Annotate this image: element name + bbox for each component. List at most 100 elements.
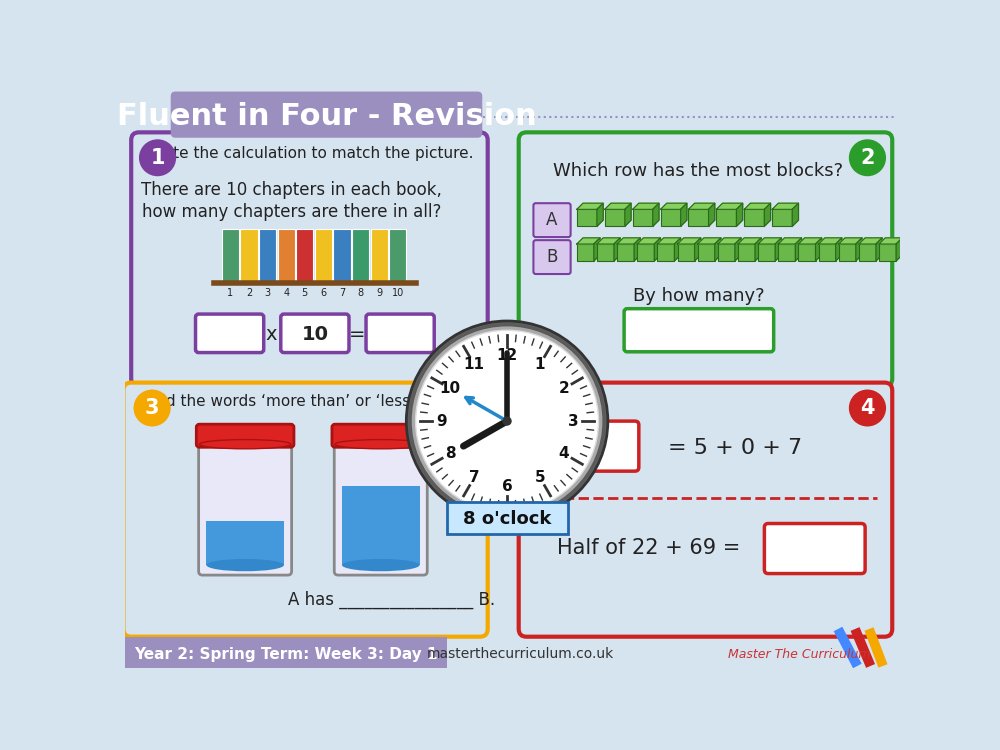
Text: 2: 2 bbox=[559, 381, 569, 396]
Polygon shape bbox=[678, 238, 701, 244]
FancyBboxPatch shape bbox=[879, 244, 896, 261]
Polygon shape bbox=[597, 203, 603, 226]
FancyBboxPatch shape bbox=[332, 424, 430, 447]
Text: 11: 11 bbox=[464, 357, 485, 372]
Polygon shape bbox=[698, 238, 721, 244]
Polygon shape bbox=[764, 203, 771, 226]
FancyBboxPatch shape bbox=[716, 209, 736, 226]
FancyBboxPatch shape bbox=[577, 244, 594, 261]
FancyBboxPatch shape bbox=[240, 229, 258, 283]
Polygon shape bbox=[681, 203, 687, 226]
Text: 2: 2 bbox=[246, 288, 252, 298]
Polygon shape bbox=[816, 238, 822, 261]
Text: 9: 9 bbox=[436, 413, 447, 428]
FancyBboxPatch shape bbox=[334, 440, 427, 575]
Text: 3: 3 bbox=[145, 398, 159, 418]
FancyBboxPatch shape bbox=[605, 209, 625, 226]
FancyBboxPatch shape bbox=[617, 244, 634, 261]
Text: 2: 2 bbox=[860, 148, 875, 168]
Text: 4: 4 bbox=[559, 446, 569, 461]
FancyBboxPatch shape bbox=[366, 314, 434, 352]
Text: = 5 + 0 + 7: = 5 + 0 + 7 bbox=[668, 438, 802, 458]
FancyBboxPatch shape bbox=[296, 229, 313, 283]
Text: 10: 10 bbox=[301, 325, 328, 344]
Text: masterthecurriculum.co.uk: masterthecurriculum.co.uk bbox=[427, 647, 614, 662]
Text: 5: 5 bbox=[535, 470, 545, 485]
Polygon shape bbox=[715, 238, 721, 261]
Text: By how many?: By how many? bbox=[633, 287, 764, 305]
Text: 9: 9 bbox=[376, 288, 382, 298]
Polygon shape bbox=[577, 203, 603, 209]
FancyBboxPatch shape bbox=[698, 244, 715, 261]
Circle shape bbox=[139, 140, 176, 176]
Polygon shape bbox=[605, 203, 631, 209]
FancyBboxPatch shape bbox=[519, 382, 892, 637]
Ellipse shape bbox=[206, 559, 284, 572]
Polygon shape bbox=[856, 238, 862, 261]
Text: 7: 7 bbox=[469, 470, 479, 485]
Ellipse shape bbox=[199, 440, 291, 448]
Text: 1: 1 bbox=[150, 148, 165, 168]
FancyBboxPatch shape bbox=[657, 244, 674, 261]
FancyBboxPatch shape bbox=[764, 524, 865, 574]
FancyBboxPatch shape bbox=[533, 203, 571, 237]
Circle shape bbox=[406, 321, 608, 521]
Text: 1: 1 bbox=[227, 288, 233, 298]
Polygon shape bbox=[836, 238, 842, 261]
Polygon shape bbox=[625, 203, 631, 226]
FancyBboxPatch shape bbox=[538, 421, 639, 471]
Polygon shape bbox=[617, 238, 640, 244]
Circle shape bbox=[849, 140, 886, 176]
FancyBboxPatch shape bbox=[447, 502, 568, 534]
Polygon shape bbox=[661, 203, 687, 209]
FancyBboxPatch shape bbox=[758, 244, 775, 261]
FancyBboxPatch shape bbox=[533, 240, 571, 274]
FancyBboxPatch shape bbox=[688, 209, 709, 226]
FancyBboxPatch shape bbox=[123, 382, 488, 637]
Polygon shape bbox=[634, 238, 640, 261]
FancyBboxPatch shape bbox=[718, 244, 735, 261]
Text: 10: 10 bbox=[439, 381, 461, 396]
Circle shape bbox=[849, 389, 886, 427]
FancyBboxPatch shape bbox=[744, 209, 764, 226]
Text: x: x bbox=[265, 325, 276, 344]
Polygon shape bbox=[614, 238, 620, 261]
FancyBboxPatch shape bbox=[859, 244, 876, 261]
Text: Half of 22 + 69 =: Half of 22 + 69 = bbox=[557, 538, 741, 558]
FancyBboxPatch shape bbox=[738, 244, 755, 261]
Polygon shape bbox=[792, 203, 798, 226]
Text: 5: 5 bbox=[302, 288, 308, 298]
FancyBboxPatch shape bbox=[371, 229, 388, 283]
Ellipse shape bbox=[335, 440, 426, 448]
Polygon shape bbox=[718, 238, 741, 244]
Polygon shape bbox=[896, 238, 902, 261]
FancyBboxPatch shape bbox=[342, 486, 420, 565]
Polygon shape bbox=[594, 238, 600, 261]
FancyBboxPatch shape bbox=[259, 229, 276, 283]
Polygon shape bbox=[695, 238, 701, 261]
FancyBboxPatch shape bbox=[125, 637, 447, 668]
Polygon shape bbox=[798, 238, 822, 244]
Text: 1: 1 bbox=[535, 357, 545, 372]
Text: There are 10 chapters in each book,: There are 10 chapters in each book, bbox=[141, 181, 442, 199]
Polygon shape bbox=[879, 238, 902, 244]
FancyBboxPatch shape bbox=[637, 244, 654, 261]
Circle shape bbox=[502, 416, 512, 426]
Polygon shape bbox=[633, 203, 659, 209]
Polygon shape bbox=[772, 203, 798, 209]
Text: B: B bbox=[375, 426, 387, 444]
FancyBboxPatch shape bbox=[839, 244, 856, 261]
FancyBboxPatch shape bbox=[131, 132, 488, 386]
Text: 8: 8 bbox=[358, 288, 364, 298]
Text: 8 o'clock: 8 o'clock bbox=[463, 510, 551, 528]
Polygon shape bbox=[758, 238, 781, 244]
Polygon shape bbox=[735, 238, 741, 261]
Polygon shape bbox=[637, 238, 661, 244]
Text: A: A bbox=[546, 211, 558, 230]
Ellipse shape bbox=[342, 559, 420, 572]
FancyBboxPatch shape bbox=[798, 244, 816, 261]
FancyBboxPatch shape bbox=[678, 244, 695, 261]
Polygon shape bbox=[744, 203, 771, 209]
Polygon shape bbox=[577, 238, 600, 244]
Text: 4: 4 bbox=[283, 288, 289, 298]
